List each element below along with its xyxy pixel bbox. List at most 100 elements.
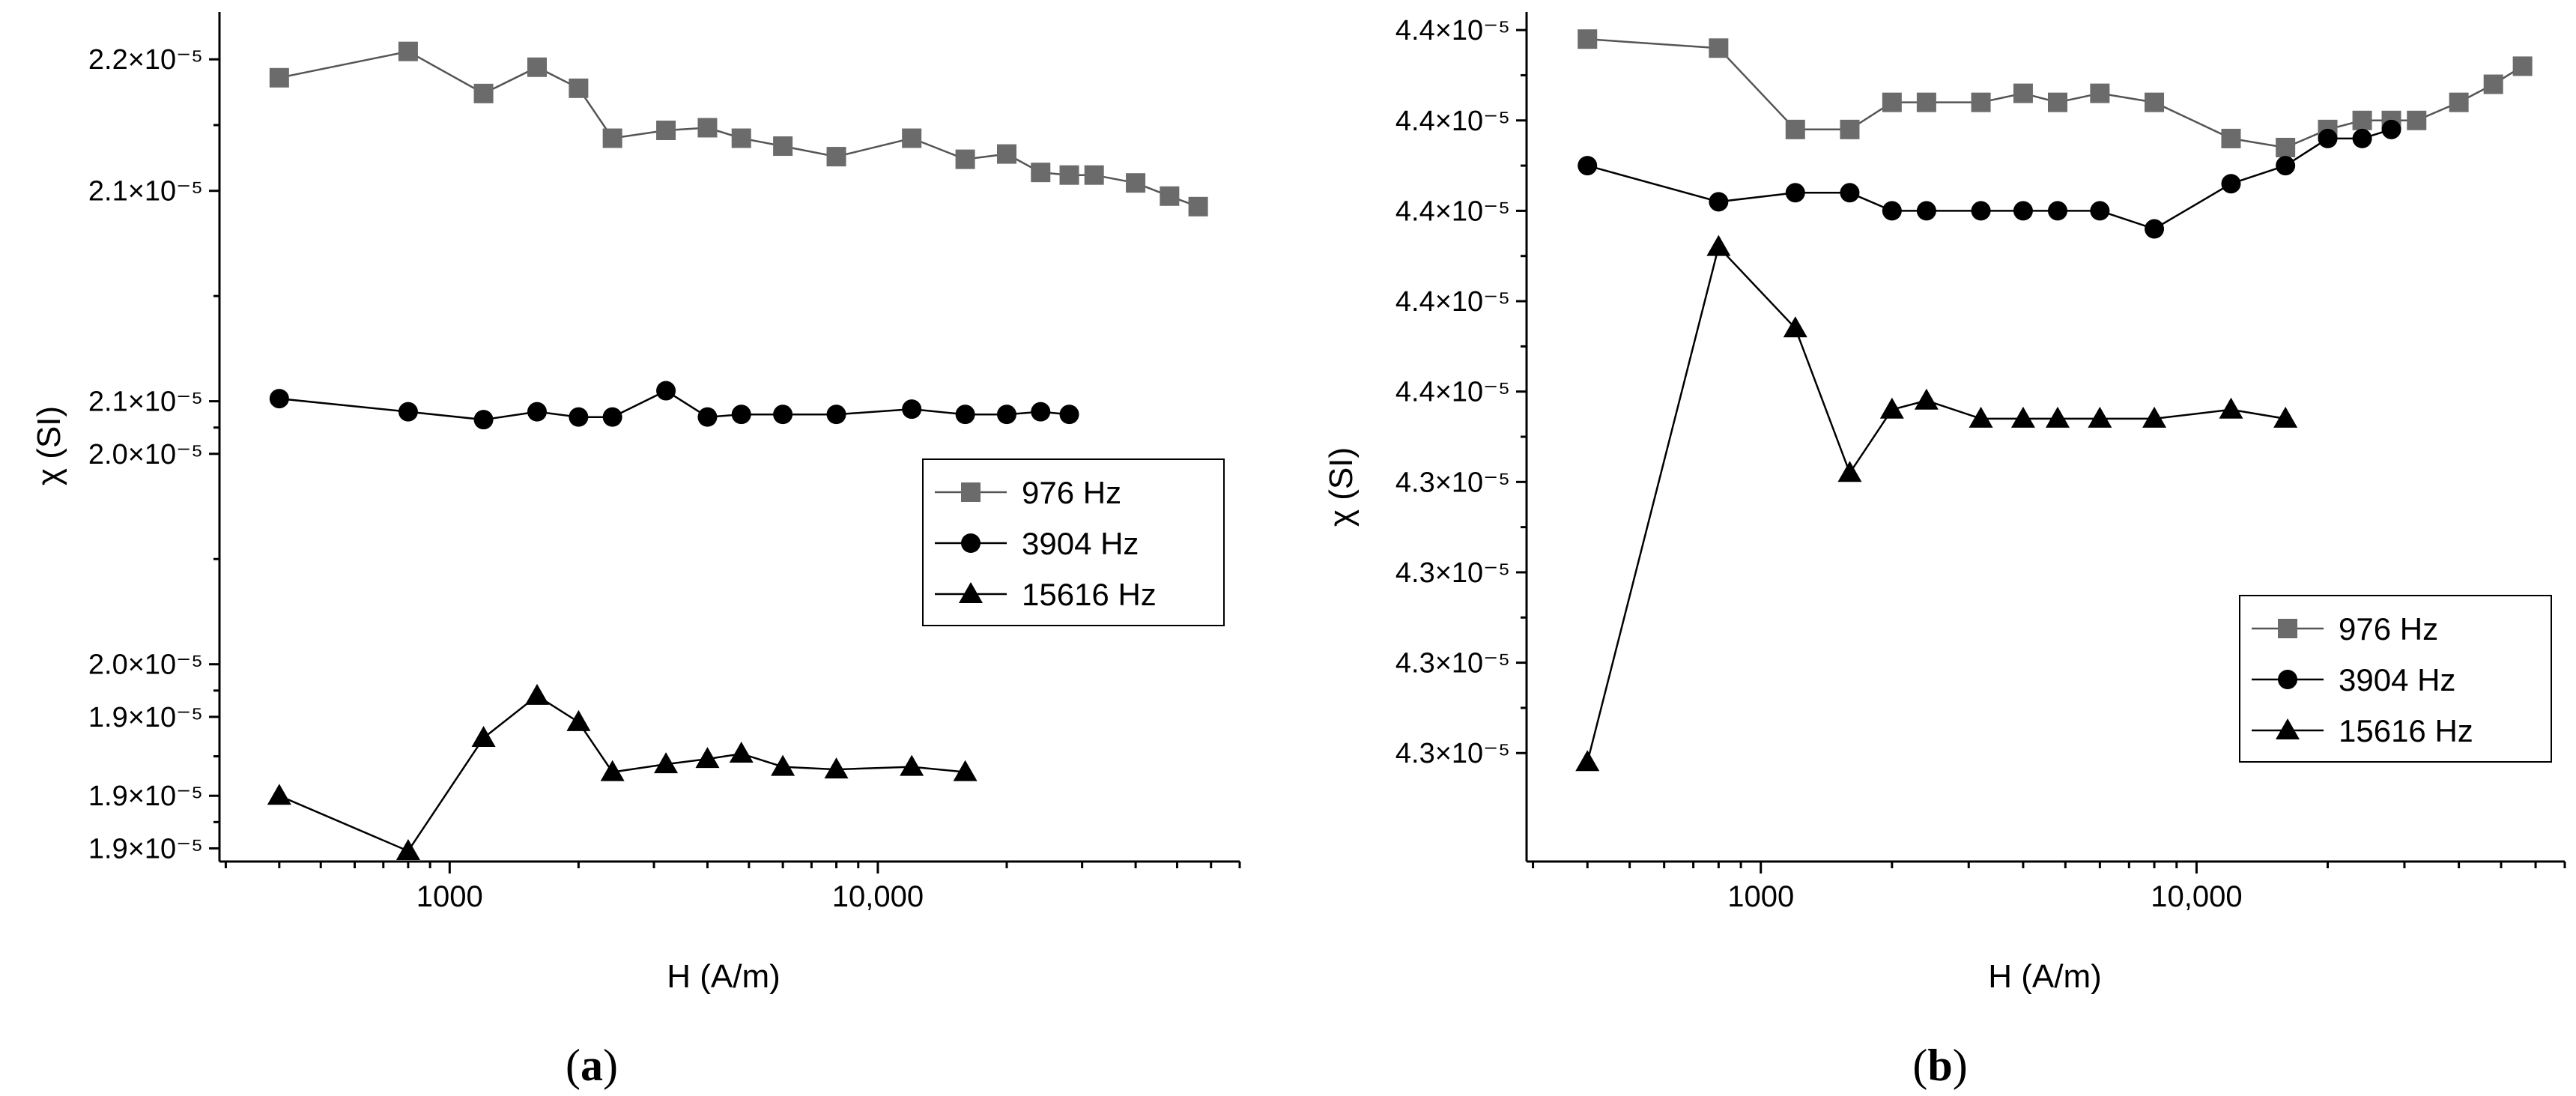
data-point-square [1882,92,1902,112]
series-b-2 [1575,234,2298,772]
data-point-triangle [566,709,591,731]
data-point-square [1785,119,1805,139]
legend-marker-circle [961,533,981,553]
legend-marker-square [2278,619,2297,638]
legend-marker-square [961,482,981,502]
legend-label: 976 Hz [2339,611,2438,647]
data-point-triangle [1575,750,1600,772]
x-tick-label-a: 10,000 [832,880,924,913]
data-point-square [527,57,547,77]
data-point-triangle [2273,406,2298,428]
data-point-circle [2276,156,2296,176]
data-point-circle [2352,128,2372,148]
data-point-circle [1971,201,1991,221]
x-tick-label-b: 10,000 [2151,880,2242,913]
legend-label: 3904 Hz [1022,526,1139,561]
data-point-circle [2221,174,2241,194]
data-point-circle [398,402,418,422]
data-point-square [1188,196,1208,217]
x-tick-label-a: 1000 [416,880,483,913]
y-tick-label-b: 4.4×10⁻⁵ [1395,106,1510,137]
data-point-triangle [1783,316,1807,338]
data-point-square [2276,137,2296,157]
data-point-square [269,67,289,88]
data-point-circle [826,405,846,425]
panel-letter-b: b [1927,1041,1952,1090]
data-point-triangle [900,754,924,776]
data-point-square [2145,92,2165,112]
data-point-square [1578,29,1598,49]
data-point-triangle [471,725,496,747]
data-point-circle [1785,183,1805,203]
legend-label: 976 Hz [1022,475,1121,510]
y-axis-label-b: χ (SI) [1323,447,1360,527]
data-point-circle [2381,119,2401,139]
data-point-square [602,128,622,148]
y-tick-label-a: 2.0×10⁻⁵ [88,439,203,470]
panel-label-a: (a) [566,1041,618,1090]
series-a-2 [267,683,978,860]
data-point-circle [955,405,975,425]
panel-letter-a: a [581,1041,603,1090]
y-tick-label-b: 4.3×10⁻⁵ [1395,648,1510,679]
data-point-triangle [2010,406,2035,428]
data-point-square [2090,83,2110,103]
y-tick-label-a: 2.0×10⁻⁵ [88,650,203,681]
y-tick-label-a: 1.9×10⁻⁵ [88,702,203,733]
data-point-circle [602,407,622,427]
data-point-square [398,41,418,61]
data-point-square [731,128,751,148]
legend-marker-triangle [959,582,983,603]
data-point-square [2047,92,2067,112]
data-point-triangle [1969,406,1993,428]
data-point-triangle [654,752,679,774]
data-point-triangle [2219,397,2243,419]
data-point-circle [731,405,751,425]
data-point-triangle [1879,397,1904,419]
data-point-circle [902,399,922,420]
y-tick-label-b: 4.4×10⁻⁵ [1395,286,1510,318]
data-point-square [2483,74,2503,94]
data-point-circle [527,402,547,422]
legend-b: 976 Hz 3904 Hz 15616 Hz [2239,595,2552,763]
data-point-square [569,78,589,98]
data-point-triangle [1706,234,1731,256]
data-point-square [902,128,922,148]
data-point-square [996,144,1016,164]
data-point-circle [2013,201,2033,221]
legend-label: 15616 Hz [2339,713,2473,748]
data-point-square [2407,110,2427,130]
data-point-circle [2318,128,2338,148]
y-tick-label-b: 4.4×10⁻⁵ [1395,15,1510,46]
data-point-square [1126,173,1146,193]
series-line-circle [1586,128,2392,230]
data-point-circle [1916,201,1936,221]
y-tick-label-a: 1.9×10⁻⁵ [88,781,203,812]
data-point-square [1084,165,1104,185]
data-point-circle [773,405,793,425]
data-point-circle [269,389,289,409]
data-point-triangle [267,784,291,805]
x-tick-label-b: 1000 [1727,880,1794,913]
y-tick-label-a: 1.9×10⁻⁵ [88,833,203,865]
data-point-circle [1578,156,1598,176]
legend-label: 15616 Hz [1022,577,1157,612]
data-point-square [773,136,793,157]
data-point-circle [996,405,1016,425]
data-point-triangle [396,838,420,860]
data-point-square [656,120,676,140]
data-point-circle [2047,201,2067,221]
data-point-circle [697,407,718,427]
series-b-0 [1578,29,2533,157]
x-axis-label-b: H (A/m) [1988,958,2102,995]
y-tick-label-b: 4.4×10⁻⁵ [1395,196,1510,227]
legend-marker-circle [2278,670,2297,689]
data-point-square [1840,119,1860,139]
data-point-triangle [2045,406,2070,428]
data-point-square [2013,83,2033,103]
data-point-triangle [729,742,754,763]
y-tick-label-a: 2.1×10⁻⁵ [88,176,203,208]
data-point-circle [2145,219,2165,239]
data-point-triangle [2142,406,2167,428]
legend-label: 3904 Hz [2339,662,2455,697]
